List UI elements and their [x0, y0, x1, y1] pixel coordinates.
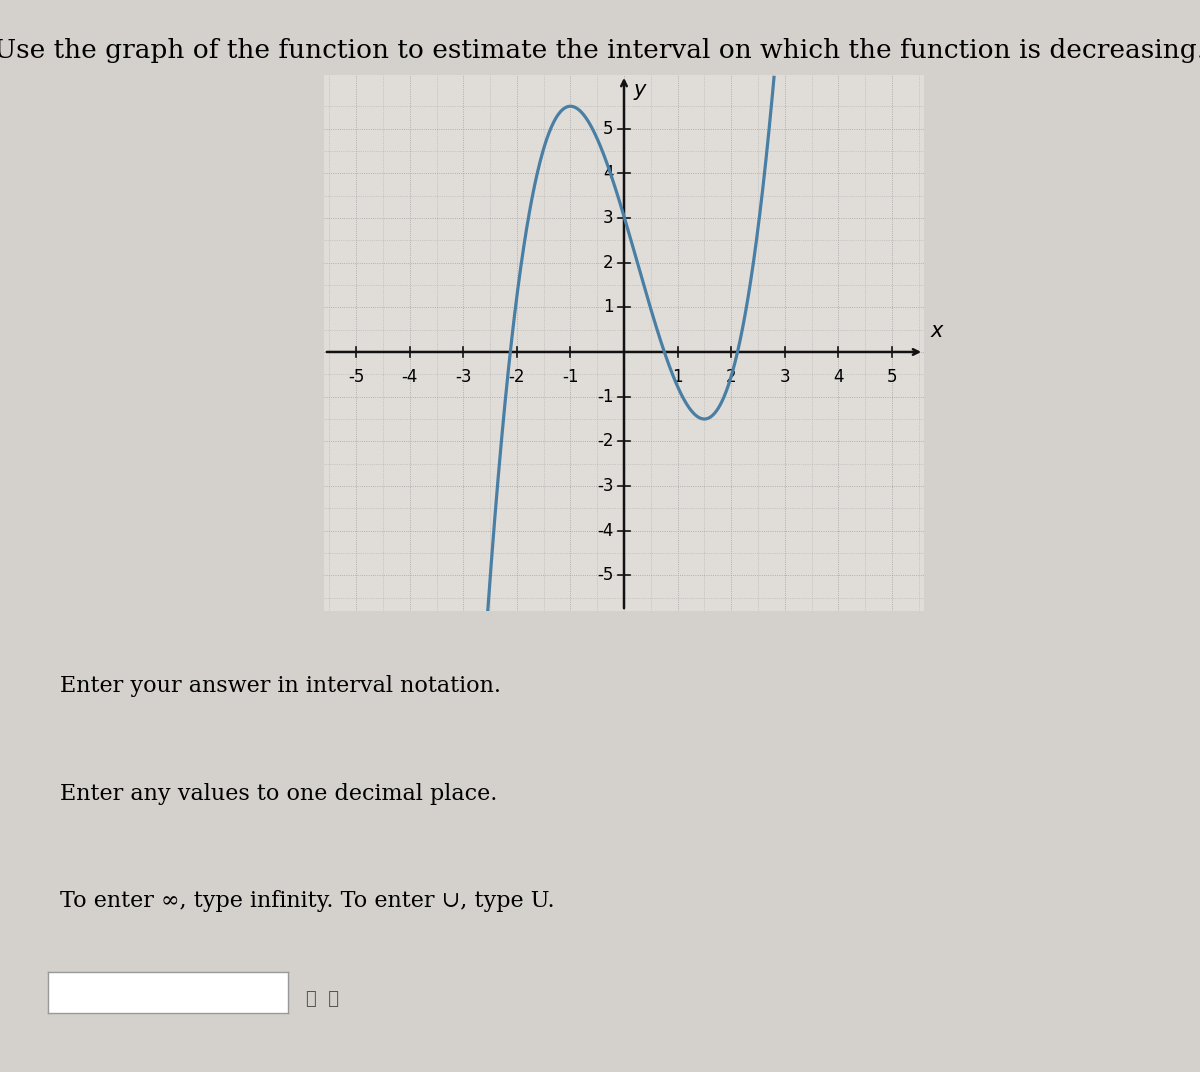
Text: -1: -1 — [596, 388, 613, 405]
Text: 3: 3 — [602, 209, 613, 227]
Text: -3: -3 — [596, 477, 613, 495]
Text: 📷  📋: 📷 📋 — [306, 991, 340, 1008]
Text: Use the graph of the function to estimate the interval on which the function is : Use the graph of the function to estimat… — [0, 38, 1200, 62]
Text: 4: 4 — [602, 164, 613, 182]
Text: y: y — [634, 79, 646, 100]
Text: -4: -4 — [402, 368, 418, 386]
Text: 5: 5 — [602, 120, 613, 137]
Text: Enter any values to one decimal place.: Enter any values to one decimal place. — [60, 783, 497, 805]
Text: -2: -2 — [596, 432, 613, 450]
Text: -1: -1 — [562, 368, 578, 386]
Text: 2: 2 — [602, 254, 613, 271]
Text: -2: -2 — [509, 368, 526, 386]
Text: x: x — [930, 321, 943, 341]
Text: 2: 2 — [726, 368, 737, 386]
Text: 1: 1 — [672, 368, 683, 386]
Text: -4: -4 — [596, 522, 613, 539]
Text: -5: -5 — [348, 368, 365, 386]
Text: -3: -3 — [455, 368, 472, 386]
Text: -5: -5 — [596, 566, 613, 584]
Text: 4: 4 — [833, 368, 844, 386]
Text: 3: 3 — [780, 368, 790, 386]
Text: 5: 5 — [887, 368, 898, 386]
Text: 1: 1 — [602, 298, 613, 316]
Text: Enter your answer in interval notation.: Enter your answer in interval notation. — [60, 675, 502, 698]
Text: To enter ∞, type infinity. To enter ∪, type U.: To enter ∞, type infinity. To enter ∪, t… — [60, 890, 554, 912]
